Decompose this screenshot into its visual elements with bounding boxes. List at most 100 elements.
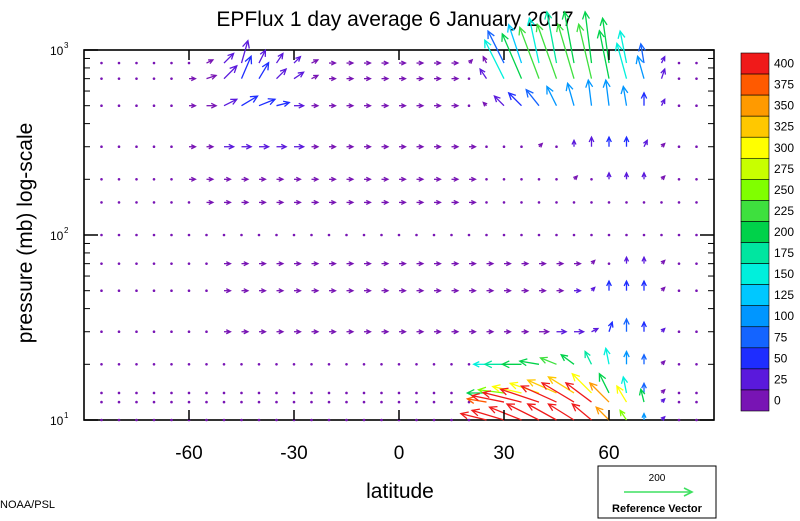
ep-vector-head — [400, 199, 407, 206]
ep-vector-shaft — [525, 89, 540, 107]
colorbar-label: 50 — [774, 351, 788, 365]
ep-vector — [399, 288, 407, 294]
ep-vector-head — [543, 328, 551, 335]
ep-vector — [451, 60, 460, 66]
ep-vector — [152, 391, 156, 395]
ep-vector — [187, 289, 191, 292]
ep-vector-head — [558, 288, 565, 294]
ep-vector-head — [260, 199, 267, 206]
ep-vector-head — [365, 103, 372, 109]
ep-vector-dot — [695, 391, 698, 395]
ep-vector-head — [660, 397, 666, 403]
ep-vector — [555, 233, 558, 237]
colorbar-swatch — [740, 52, 770, 75]
ep-vector — [100, 363, 103, 366]
credit-label: NOAA/PSL — [0, 499, 55, 511]
ep-vector-head — [488, 329, 495, 335]
ep-vector-dot — [222, 233, 226, 237]
ep-vector-head — [243, 199, 250, 206]
ep-vector-shaft — [521, 385, 557, 403]
ep-vector — [556, 288, 565, 294]
y-tick-exponent: 1 — [64, 411, 69, 420]
ep-vector-head — [660, 67, 667, 75]
ep-vector-dot — [310, 400, 313, 404]
ep-vector — [223, 52, 235, 64]
ep-vector — [224, 176, 232, 182]
ep-vector-head — [540, 288, 547, 294]
ep-vector — [486, 329, 495, 335]
ep-vector — [258, 48, 267, 64]
ep-vector-shaft — [527, 379, 557, 394]
ep-vector — [502, 201, 506, 204]
y-tick-label: 10 — [50, 44, 64, 58]
ep-vector-head — [635, 54, 644, 65]
x-tick-label: -60 — [175, 443, 202, 464]
ep-vector — [152, 145, 156, 149]
ep-vector-dot — [380, 233, 383, 237]
ep-vector-shaft — [527, 403, 557, 421]
ep-vector — [222, 363, 226, 366]
ep-vector-head — [470, 261, 477, 267]
ep-vector — [595, 406, 610, 421]
ep-vector-shaft — [540, 357, 557, 365]
y-tick-label: 10 — [50, 229, 64, 243]
ep-vector — [311, 288, 320, 294]
ep-vector — [399, 60, 407, 66]
ep-vector-dot — [187, 391, 191, 395]
ep-vector-head — [400, 144, 407, 150]
ep-vector-shaft — [640, 389, 645, 403]
ep-vector-dot — [485, 201, 488, 204]
ep-vector — [499, 387, 540, 403]
ep-vector — [518, 26, 540, 79]
ep-vector-head — [590, 286, 596, 292]
ep-vector — [677, 330, 681, 334]
ep-vector-dot — [677, 104, 681, 107]
ep-vector — [434, 176, 442, 182]
ep-vector — [224, 261, 232, 267]
ep-vector-dot — [117, 262, 121, 265]
ep-vector — [345, 233, 348, 237]
ep-vector — [623, 255, 630, 264]
ep-vector-head — [617, 29, 626, 39]
ep-vector — [327, 233, 331, 237]
ep-vector — [485, 233, 488, 237]
ep-vector — [380, 233, 383, 237]
ep-vector-dot — [380, 391, 383, 395]
ep-vector — [152, 201, 156, 204]
ep-vector — [189, 176, 197, 182]
ep-vector — [381, 76, 390, 82]
ep-vector — [504, 329, 512, 335]
ep-vector-head — [623, 135, 630, 143]
ep-vector-head — [561, 10, 570, 20]
ep-vector-dot — [432, 233, 436, 237]
ep-vector — [451, 144, 460, 150]
ep-vector-head — [279, 68, 288, 76]
ep-vector — [276, 100, 291, 108]
ep-vector-dot — [450, 391, 453, 395]
ep-vector — [660, 201, 663, 204]
ep-vector-head — [623, 317, 630, 325]
ep-vector — [152, 77, 156, 80]
ep-vector-head — [365, 199, 372, 206]
ep-vector — [590, 233, 593, 237]
ep-vector-head — [556, 22, 564, 33]
colorbar-label: 275 — [774, 162, 794, 176]
ep-vector — [100, 104, 103, 107]
ep-vector — [486, 288, 495, 294]
ep-vector-shaft — [608, 321, 613, 332]
ep-vector — [695, 233, 698, 237]
ep-vector — [257, 233, 261, 237]
ep-vector-dot — [502, 178, 506, 181]
ep-vector — [311, 199, 320, 206]
ep-vector — [381, 103, 390, 109]
ep-vector-dot — [275, 233, 278, 237]
ep-vector-dot — [117, 178, 121, 181]
ep-vector — [469, 288, 477, 294]
ep-vector — [641, 255, 647, 264]
reference-value: 200 — [649, 473, 666, 484]
ep-vector — [434, 199, 442, 206]
ep-vector-dot — [310, 418, 313, 422]
ep-vector-shaft — [500, 388, 540, 403]
ep-vector — [100, 400, 103, 404]
colorbar-label: 25 — [774, 372, 788, 386]
